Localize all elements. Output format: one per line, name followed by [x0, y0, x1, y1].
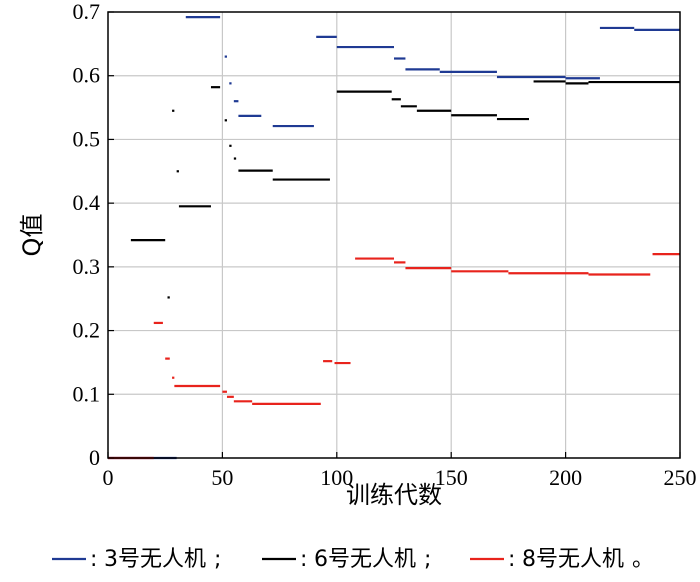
- y-tick-label: 0.6: [73, 63, 101, 88]
- legend-label: 6号无人机: [314, 547, 416, 572]
- y-tick-label: 0.3: [73, 254, 101, 279]
- legend: :3号无人机;:6号无人机;:8号无人机。: [52, 547, 654, 572]
- x-tick-label: 200: [549, 465, 582, 490]
- series-3: [108, 253, 680, 460]
- y-tick-label: 0.4: [73, 190, 101, 215]
- legend-punctuation: ;: [424, 547, 431, 572]
- legend-separator: :: [90, 547, 97, 572]
- series-2: [130, 80, 680, 299]
- y-axis-label: Q值: [18, 214, 46, 257]
- legend-punctuation: 。: [632, 547, 654, 572]
- series-1: [108, 15, 680, 460]
- legend-label: 8号无人机: [522, 547, 624, 572]
- y-tick-label: 0.2: [73, 318, 101, 343]
- grid-lines: [108, 12, 680, 458]
- y-tick-label: 0.1: [73, 381, 101, 406]
- legend-label: 3号无人机: [104, 547, 206, 572]
- legend-separator: :: [300, 547, 307, 572]
- series-layer: [108, 15, 680, 460]
- legend-separator: :: [508, 547, 515, 572]
- x-tick-label: 50: [211, 465, 233, 490]
- x-tick-label: 100: [320, 465, 353, 490]
- x-tick-label: 250: [664, 465, 697, 490]
- x-axis-label: 训练代数: [346, 481, 442, 509]
- axis-ticks: 0 50 100 150 200 250 0 0.1 0.2 0.3 0.4 0.5 0.6 0.7: [73, 0, 697, 490]
- plot-frame: [107, 11, 681, 459]
- x-tick-label: 150: [435, 465, 468, 490]
- x-tick-label: 0: [103, 465, 114, 490]
- legend-punctuation: ;: [214, 547, 221, 572]
- y-tick-label: 0: [89, 445, 100, 470]
- y-tick-label: 0.7: [73, 0, 101, 24]
- y-tick-label: 0.5: [73, 126, 101, 151]
